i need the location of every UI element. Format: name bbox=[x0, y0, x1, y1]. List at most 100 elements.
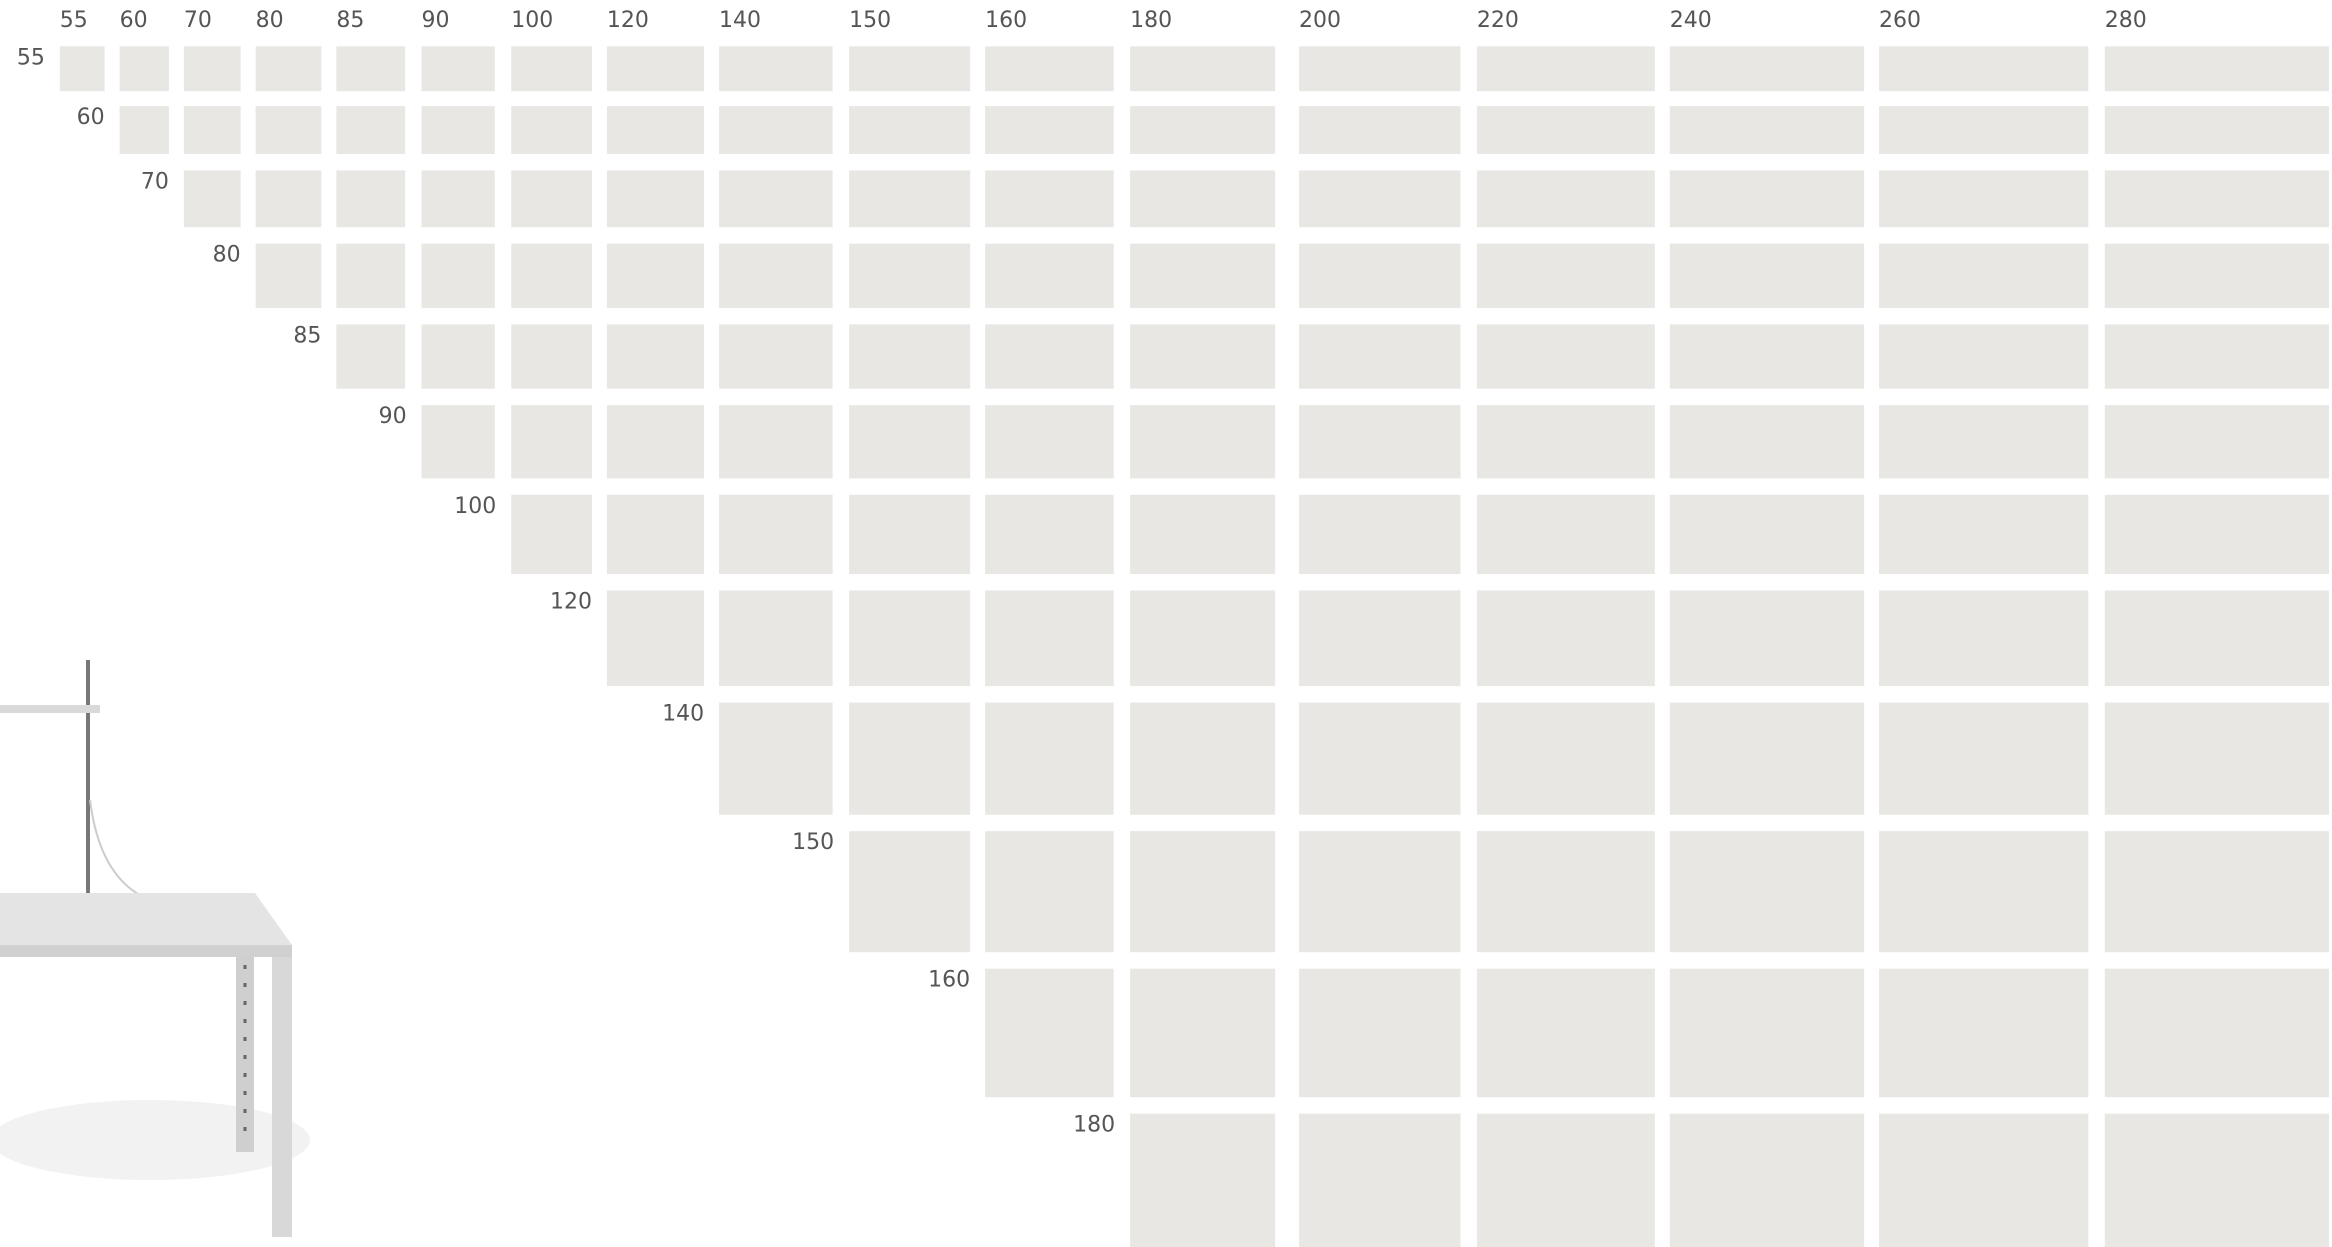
size-cell[interactable] bbox=[1130, 170, 1275, 227]
size-cell[interactable] bbox=[2105, 106, 2329, 154]
size-cell[interactable] bbox=[607, 46, 704, 91]
size-cell[interactable] bbox=[1670, 106, 1864, 154]
size-cell[interactable] bbox=[985, 46, 1114, 91]
size-cell[interactable] bbox=[1130, 590, 1275, 686]
size-cell[interactable] bbox=[256, 170, 322, 227]
size-cell[interactable] bbox=[60, 46, 105, 91]
size-cell[interactable] bbox=[1670, 590, 1864, 686]
size-cell[interactable] bbox=[1477, 170, 1655, 227]
size-cell[interactable] bbox=[1670, 831, 1864, 952]
size-cell[interactable] bbox=[1299, 405, 1460, 478]
size-cell[interactable] bbox=[256, 46, 322, 91]
size-cell[interactable] bbox=[2105, 170, 2329, 227]
size-cell[interactable] bbox=[985, 324, 1114, 388]
size-cell[interactable] bbox=[1477, 590, 1655, 686]
size-cell[interactable] bbox=[849, 46, 970, 91]
size-cell[interactable] bbox=[422, 324, 495, 388]
size-cell[interactable] bbox=[849, 590, 970, 686]
size-cell[interactable] bbox=[1299, 703, 1460, 815]
size-cell[interactable] bbox=[336, 324, 405, 388]
size-cell[interactable] bbox=[719, 405, 833, 478]
size-cell[interactable] bbox=[256, 106, 322, 154]
size-cell[interactable] bbox=[1670, 969, 1864, 1098]
size-cell[interactable] bbox=[607, 244, 704, 308]
size-cell[interactable] bbox=[849, 831, 970, 952]
size-cell[interactable] bbox=[2105, 1114, 2329, 1247]
size-cell[interactable] bbox=[1670, 495, 1864, 574]
size-cell[interactable] bbox=[511, 324, 592, 388]
size-cell[interactable] bbox=[849, 703, 970, 815]
size-cell[interactable] bbox=[2105, 831, 2329, 952]
size-cell[interactable] bbox=[985, 969, 1114, 1098]
size-cell[interactable] bbox=[849, 324, 970, 388]
size-cell[interactable] bbox=[1670, 46, 1864, 91]
size-cell[interactable] bbox=[1477, 969, 1655, 1098]
size-cell[interactable] bbox=[511, 495, 592, 574]
size-cell[interactable] bbox=[422, 46, 495, 91]
size-cell[interactable] bbox=[422, 106, 495, 154]
size-cell[interactable] bbox=[985, 405, 1114, 478]
size-cell[interactable] bbox=[511, 244, 592, 308]
size-cell[interactable] bbox=[1879, 244, 2088, 308]
size-cell[interactable] bbox=[607, 106, 704, 154]
size-cell[interactable] bbox=[849, 244, 970, 308]
size-cell[interactable] bbox=[1879, 170, 2088, 227]
size-cell[interactable] bbox=[1477, 46, 1655, 91]
size-cell[interactable] bbox=[1670, 170, 1864, 227]
size-cell[interactable] bbox=[1130, 703, 1275, 815]
size-cell[interactable] bbox=[422, 170, 495, 227]
size-cell[interactable] bbox=[849, 170, 970, 227]
size-cell[interactable] bbox=[1477, 495, 1655, 574]
size-cell[interactable] bbox=[1879, 1114, 2088, 1247]
size-cell[interactable] bbox=[2105, 324, 2329, 388]
size-cell[interactable] bbox=[1130, 405, 1275, 478]
size-cell[interactable] bbox=[1130, 46, 1275, 91]
size-cell[interactable] bbox=[1299, 495, 1460, 574]
size-cell[interactable] bbox=[1299, 590, 1460, 686]
size-cell[interactable] bbox=[719, 170, 833, 227]
size-cell[interactable] bbox=[1879, 106, 2088, 154]
size-cell[interactable] bbox=[719, 46, 833, 91]
size-cell[interactable] bbox=[1477, 324, 1655, 388]
size-cell[interactable] bbox=[2105, 703, 2329, 815]
size-cell[interactable] bbox=[1670, 1114, 1864, 1247]
size-cell[interactable] bbox=[849, 495, 970, 574]
size-cell[interactable] bbox=[1299, 1114, 1460, 1247]
size-cell[interactable] bbox=[719, 495, 833, 574]
size-cell[interactable] bbox=[1670, 703, 1864, 815]
size-cell[interactable] bbox=[1879, 969, 2088, 1098]
size-cell[interactable] bbox=[1299, 170, 1460, 227]
size-cell[interactable] bbox=[2105, 244, 2329, 308]
size-cell[interactable] bbox=[1879, 46, 2088, 91]
size-cell[interactable] bbox=[1670, 405, 1864, 478]
size-cell[interactable] bbox=[336, 170, 405, 227]
size-cell[interactable] bbox=[985, 495, 1114, 574]
size-cell[interactable] bbox=[1130, 495, 1275, 574]
size-cell[interactable] bbox=[1299, 324, 1460, 388]
size-cell[interactable] bbox=[1299, 46, 1460, 91]
size-cell[interactable] bbox=[1130, 106, 1275, 154]
size-cell[interactable] bbox=[1879, 324, 2088, 388]
size-cell[interactable] bbox=[1477, 106, 1655, 154]
size-cell[interactable] bbox=[607, 495, 704, 574]
size-cell[interactable] bbox=[256, 244, 322, 308]
size-cell[interactable] bbox=[184, 46, 241, 91]
size-cell[interactable] bbox=[719, 106, 833, 154]
size-cell[interactable] bbox=[1879, 590, 2088, 686]
size-cell[interactable] bbox=[336, 244, 405, 308]
size-cell[interactable] bbox=[120, 46, 169, 91]
size-cell[interactable] bbox=[607, 170, 704, 227]
size-cell[interactable] bbox=[422, 405, 495, 478]
size-cell[interactable] bbox=[849, 106, 970, 154]
size-cell[interactable] bbox=[2105, 969, 2329, 1098]
size-cell[interactable] bbox=[511, 106, 592, 154]
size-cell[interactable] bbox=[422, 244, 495, 308]
size-cell[interactable] bbox=[1670, 244, 1864, 308]
size-cell[interactable] bbox=[184, 170, 241, 227]
size-cell[interactable] bbox=[607, 324, 704, 388]
size-cell[interactable] bbox=[120, 106, 169, 154]
size-cell[interactable] bbox=[1477, 1114, 1655, 1247]
size-cell[interactable] bbox=[1879, 495, 2088, 574]
size-cell[interactable] bbox=[1130, 324, 1275, 388]
size-cell[interactable] bbox=[1299, 244, 1460, 308]
